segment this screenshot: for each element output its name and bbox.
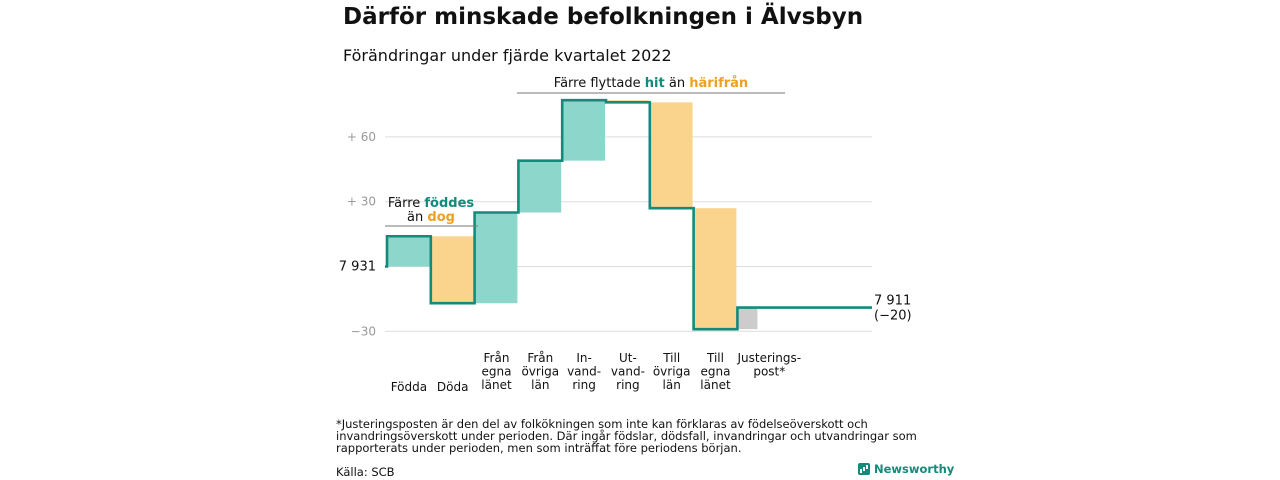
y-tick-label: + 30 bbox=[347, 195, 376, 209]
category-label: övriga bbox=[521, 365, 559, 379]
category-label: Ut- bbox=[619, 351, 637, 365]
category-label: Från bbox=[527, 351, 553, 365]
footnote: *Justeringsposten är den del av folkökni… bbox=[336, 417, 917, 455]
waterfall-step-line bbox=[385, 98, 872, 331]
brand-name: Newsworthy bbox=[874, 462, 955, 476]
y-tick-label: −30 bbox=[351, 324, 376, 338]
category-label: län bbox=[663, 378, 681, 392]
bar bbox=[431, 236, 474, 304]
category-label: ring bbox=[572, 378, 596, 392]
source-label: Källa: SCB bbox=[336, 465, 395, 479]
category-label: Justerings- bbox=[737, 351, 802, 365]
category-label: egna bbox=[701, 365, 731, 379]
bar bbox=[650, 102, 693, 209]
births-annotation: Färre föddes bbox=[388, 196, 475, 211]
end-change-label: (−20) bbox=[874, 309, 912, 324]
bar bbox=[388, 236, 430, 267]
category-label: Döda bbox=[437, 380, 469, 394]
category-label: post* bbox=[753, 365, 785, 379]
bar bbox=[519, 160, 562, 213]
category-label: ring bbox=[616, 378, 640, 392]
bar bbox=[738, 307, 758, 330]
category-label: Födda bbox=[391, 380, 427, 394]
category-label: vand- bbox=[567, 365, 601, 379]
category-label: Till bbox=[662, 351, 680, 365]
category-label: Till bbox=[706, 351, 724, 365]
category-label: In- bbox=[576, 351, 591, 365]
bar bbox=[694, 208, 737, 330]
bar bbox=[475, 212, 518, 304]
y-tick-label: + 60 bbox=[347, 130, 376, 144]
category-label: vand- bbox=[611, 365, 645, 379]
category-label: Från bbox=[484, 351, 510, 365]
migration-annotation: Färre flyttade hit än härifrån bbox=[554, 76, 748, 91]
category-label: egna bbox=[482, 365, 512, 379]
bar bbox=[563, 100, 605, 161]
chart-subtitle: Förändringar under fjärde kvartalet 2022 bbox=[343, 46, 672, 65]
category-label: län bbox=[531, 378, 549, 392]
category-label: länet bbox=[700, 378, 731, 392]
births-annotation-2: än dog bbox=[407, 210, 455, 225]
brand[interactable]: Newsworthy bbox=[858, 462, 954, 476]
chart-title: Därför minskade befolkningen i Älvsbyn bbox=[343, 4, 864, 30]
category-label: länet bbox=[481, 378, 512, 392]
bar-chart-icon bbox=[858, 463, 870, 475]
start-value-label: 7 931 bbox=[339, 260, 376, 275]
category-label: övriga bbox=[653, 365, 691, 379]
end-value-label: 7 911 bbox=[874, 294, 911, 309]
